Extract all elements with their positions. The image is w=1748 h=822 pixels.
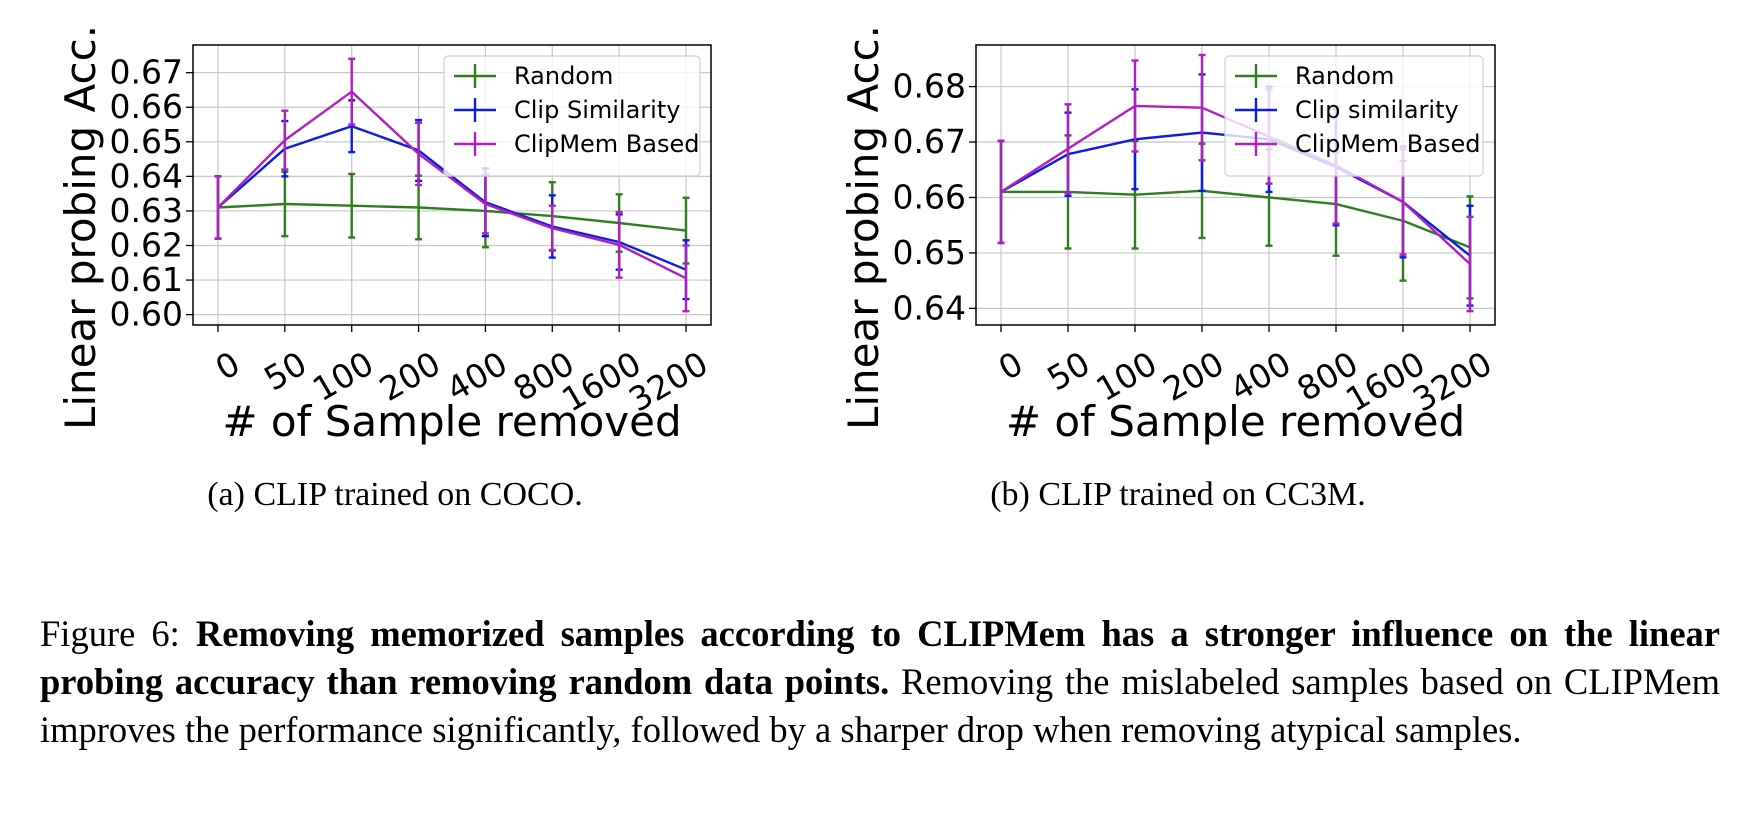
plot-frame: [975, 44, 1496, 326]
chart-panel-1: 0.600.610.620.630.640.650.660.670 5010020…: [56, 25, 714, 513]
y-tick-label: 0.66: [110, 87, 183, 126]
y-axis-title: Linear probing Acc.: [56, 25, 105, 430]
y-tick-label: 0.61: [110, 260, 183, 299]
legend: Random Clip Similarity ClipMem Based: [443, 55, 701, 177]
y-tick-label: 0.65: [110, 122, 183, 161]
series-line: [217, 202, 687, 232]
x-tick-label: 50: [257, 344, 313, 399]
legend-label: Clip similarity: [1295, 96, 1459, 124]
subfigure-caption: (a) CLIP trained on COCO.: [207, 476, 583, 513]
x-tick-label: 50: [1041, 344, 1097, 399]
caption-label: Figure 6:: [40, 613, 196, 654]
legend-label: Clip Similarity: [514, 96, 680, 124]
legend-label: ClipMem Based: [514, 130, 699, 158]
series-line: [217, 90, 687, 280]
legend-box: [443, 55, 701, 177]
legend: Random Clip similarity ClipMem Based: [1224, 55, 1484, 177]
series-clipmem-based: [214, 57, 690, 313]
y-tick-label: 0.60: [110, 295, 183, 334]
y-tick-label: 0.67: [893, 122, 966, 161]
x-tick-label: 0: [209, 344, 247, 388]
legend-box: [1224, 55, 1484, 177]
y-axis-title: Linear probing Acc.: [839, 25, 888, 430]
x-axis-title: # of Sample removed: [222, 397, 681, 446]
legend-label: Random: [514, 62, 613, 90]
legend-label: ClipMem Based: [1295, 130, 1480, 158]
x-tick-label: 0: [992, 344, 1030, 388]
legend-label: Random: [1295, 62, 1394, 90]
y-tick-label: 0.63: [110, 191, 183, 230]
y-tick-label: 0.62: [110, 225, 183, 264]
y-tick-label: 0.67: [110, 53, 183, 92]
plot-frame: [192, 44, 712, 326]
figure-caption: Figure 6: Removing memorized samples acc…: [40, 610, 1720, 754]
y-tick-label: 0.66: [893, 177, 966, 216]
y-tick-label: 0.68: [893, 67, 966, 106]
caption-rest: Removing the mislabeled samples based on…: [40, 661, 1720, 750]
figure: 0.600.610.620.630.640.650.660.670 5010020…: [56, 25, 1498, 513]
chart-panel-2: 0.640.650.660.670.680 5010020040080016003…: [839, 25, 1498, 513]
caption-bold: Removing memorized samples according to …: [40, 613, 1720, 702]
series-line: [1001, 189, 1471, 249]
subfigure-caption: (b) CLIP trained on CC3M.: [990, 476, 1366, 513]
y-tick-label: 0.64: [110, 156, 183, 195]
y-tick-label: 0.64: [893, 288, 966, 327]
x-axis-title: # of Sample removed: [1006, 397, 1465, 446]
y-tick-label: 0.65: [893, 233, 966, 272]
